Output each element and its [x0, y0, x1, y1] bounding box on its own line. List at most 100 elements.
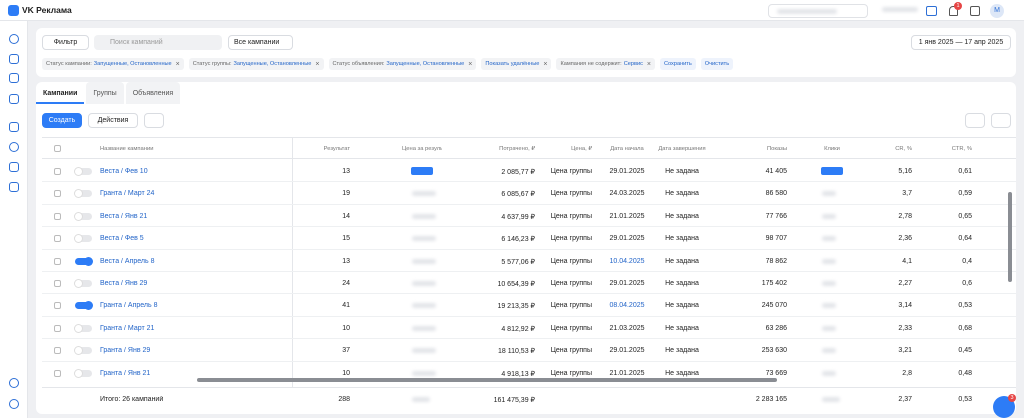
status-toggle[interactable]	[75, 301, 93, 311]
campaign-link[interactable]: Гранта / Янв 21	[100, 369, 151, 377]
status-toggle[interactable]	[75, 256, 93, 266]
actions-button[interactable]: Действия	[88, 113, 138, 128]
campaign-link[interactable]: Веста / Янв 29	[100, 280, 148, 287]
create-button[interactable]: Создать	[42, 113, 82, 128]
avatar[interactable]: M	[990, 4, 1004, 18]
campaign-link[interactable]: Веста / Янв 21	[100, 212, 148, 220]
chip-close[interactable]: ×	[315, 60, 320, 68]
status-toggle[interactable]	[74, 167, 92, 176]
settings-button[interactable]	[965, 113, 985, 128]
column-header[interactable]: Показы	[766, 146, 787, 152]
tab[interactable]: Группы	[86, 82, 124, 104]
notification-icon[interactable]	[949, 6, 958, 16]
column-header[interactable]: Потрачено, ₽	[499, 146, 535, 152]
scope-select[interactable]: Все кампании	[228, 35, 293, 50]
column-header[interactable]: Результат	[323, 146, 350, 152]
chip-action[interactable]: Сохранить	[659, 58, 696, 70]
account-switcher[interactable]	[768, 4, 868, 18]
nav-icon[interactable]	[9, 94, 19, 104]
checkbox[interactable]	[54, 369, 61, 377]
campaign-link[interactable]: Веста / Фев 5	[100, 235, 144, 243]
blurred-value	[412, 191, 436, 197]
blurred-value	[822, 281, 836, 286]
chip-close[interactable]: ×	[646, 60, 651, 68]
cell-ctr: 0,59	[958, 190, 972, 198]
cell-cr: 2,8	[902, 369, 912, 377]
chip-label: Статус объявления:	[332, 61, 385, 67]
column-header[interactable]: CR, %	[895, 146, 912, 152]
chip-action[interactable]: Очистить	[700, 58, 734, 70]
checkbox[interactable]	[54, 302, 61, 310]
settings-icon[interactable]	[9, 399, 19, 409]
campaign-link[interactable]: Гранта / Янв 29	[100, 347, 151, 355]
chip-close[interactable]: ×	[543, 60, 548, 68]
status-toggle[interactable]	[74, 211, 92, 221]
apps-icon[interactable]	[970, 6, 980, 16]
cell-spent: 18 110,53 ₽	[497, 348, 535, 356]
checkbox[interactable]	[54, 347, 61, 355]
column-header[interactable]: Дата начала	[610, 146, 644, 152]
campaign-link[interactable]: Гранта / Март 21	[100, 324, 155, 332]
column-header[interactable]: CTR, %	[951, 146, 972, 152]
tab[interactable]: Объявления	[125, 82, 181, 104]
date-range[interactable]: 1 янв 2025 — 17 апр 2025	[911, 35, 1011, 50]
campaign-link[interactable]: Гранта / Март 24	[100, 190, 155, 198]
campaign-link[interactable]: Гранта / Апрель 8	[100, 302, 158, 310]
nav-icon[interactable]	[9, 162, 19, 172]
nav-icon[interactable]	[9, 73, 19, 83]
filter-chip[interactable]: Кампания не содержит: Сервис ×	[556, 58, 655, 70]
cell-impressions: 245 070	[761, 302, 787, 310]
column-header[interactable]: Клики	[824, 146, 840, 152]
checkbox[interactable]	[54, 168, 61, 175]
checkbox[interactable]	[54, 145, 61, 152]
blurred-value	[412, 370, 436, 376]
checkbox[interactable]	[54, 257, 61, 265]
cell-cr: 4,1	[902, 257, 912, 265]
campaign-link[interactable]: Веста / Апрель 8	[100, 257, 155, 265]
cell-ctr: 0,68	[958, 324, 972, 332]
badge	[411, 167, 433, 175]
filter-button[interactable]: Фильтр	[42, 35, 89, 50]
status-toggle[interactable]	[74, 323, 92, 333]
filter-chip[interactable]: Показать удалённые ×	[481, 58, 552, 70]
checkbox[interactable]	[54, 212, 61, 220]
filter-chip[interactable]: Статус кампании: Запущенные, Остановленны…	[42, 58, 184, 70]
status-toggle[interactable]	[74, 234, 92, 244]
tab[interactable]: Кампании	[36, 82, 85, 104]
checkbox[interactable]	[54, 235, 61, 243]
download-button[interactable]	[991, 113, 1011, 128]
refresh-button[interactable]	[144, 113, 164, 128]
chip-close[interactable]: ×	[175, 60, 180, 68]
column-header[interactable]: eCPC, ₽	[982, 146, 1016, 152]
search-input[interactable]: Поиск кампаний	[94, 35, 222, 50]
status-toggle[interactable]	[74, 189, 92, 199]
checkbox[interactable]	[54, 324, 61, 332]
filter-chip[interactable]: Статус объявления: Запущенные, Остановлен…	[328, 58, 477, 70]
cell-spent: 5 577,06 ₽	[501, 258, 535, 266]
column-header[interactable]: Цена, ₽	[571, 146, 592, 152]
cell-impressions: 73 669	[765, 369, 787, 377]
checkbox[interactable]	[54, 190, 61, 198]
nav-icon[interactable]	[9, 182, 19, 192]
filter-chip[interactable]: Статус группы: Запущенные, Остановленные ×	[188, 58, 324, 70]
cell-price: Цена группы	[550, 280, 592, 287]
help-icon[interactable]	[9, 378, 19, 388]
campaign-link[interactable]: Веста / Фев 10	[100, 168, 148, 175]
vertical-scrollbar[interactable]	[1008, 192, 1012, 282]
nav-icon[interactable]	[9, 122, 19, 132]
horizontal-scrollbar[interactable]	[197, 378, 777, 382]
nav-icon[interactable]	[9, 54, 19, 64]
checkbox[interactable]	[54, 280, 61, 287]
column-header[interactable]: Дата завершения	[658, 146, 706, 152]
wallet-icon[interactable]	[926, 6, 937, 16]
status-toggle[interactable]	[74, 279, 92, 288]
status-toggle[interactable]	[74, 346, 92, 356]
status-toggle[interactable]	[74, 368, 92, 378]
column-header[interactable]: Цена за результат, ₽	[402, 146, 442, 152]
nav-icon[interactable]	[9, 34, 19, 44]
nav-icon[interactable]	[9, 142, 19, 152]
cell-cr: 2,33	[898, 324, 912, 332]
column-header[interactable]: Название кампании	[100, 146, 154, 152]
chip-close[interactable]: ×	[468, 60, 473, 68]
